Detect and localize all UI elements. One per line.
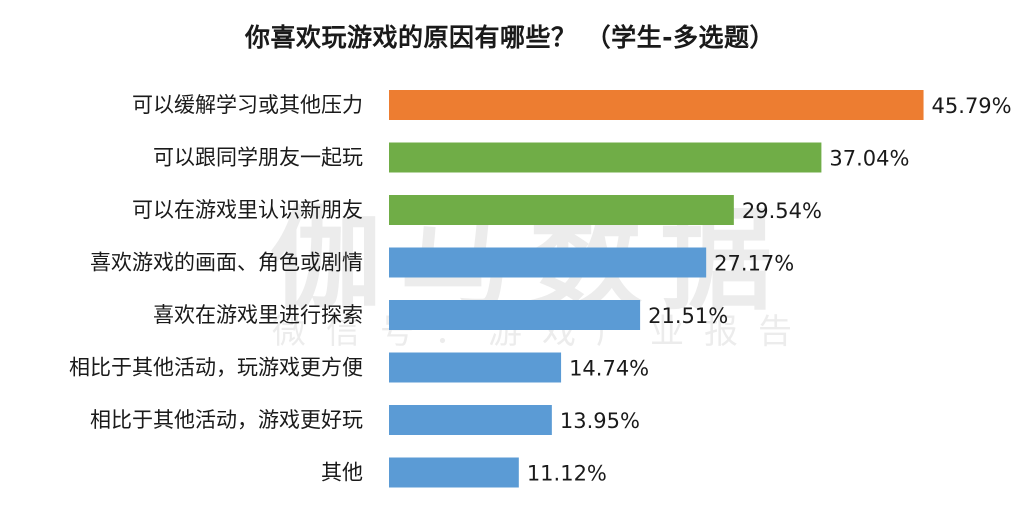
bar xyxy=(389,457,519,488)
category-label: 其他 xyxy=(321,461,363,485)
category-label: 可以跟同学朋友一起玩 xyxy=(153,146,363,170)
bar xyxy=(389,195,734,225)
bar xyxy=(389,352,562,383)
category-label: 喜欢在游戏里进行探索 xyxy=(153,303,363,327)
category-label: 可以缓解学习或其他压力 xyxy=(132,93,363,117)
value-label: 21.51% xyxy=(648,304,728,328)
value-label: 11.12% xyxy=(527,462,607,486)
category-label: 相比于其他活动，游戏更好玩 xyxy=(90,408,363,432)
bar xyxy=(389,247,707,278)
category-label: 喜欢游戏的画面、角色或剧情 xyxy=(90,251,363,275)
bar xyxy=(389,90,924,120)
value-label: 13.95% xyxy=(560,409,640,433)
value-label: 29.54% xyxy=(742,199,822,223)
bar xyxy=(389,300,641,330)
value-label: 37.04% xyxy=(829,147,909,171)
value-label: 27.17% xyxy=(714,252,794,276)
category-label: 相比于其他活动，玩游戏更方便 xyxy=(69,356,363,380)
category-label: 可以在游戏里认识新朋友 xyxy=(132,198,363,222)
chart-title: 你喜欢玩游戏的原因有哪些？ （学生-多选题） xyxy=(244,23,776,52)
bar xyxy=(389,142,822,173)
value-label: 14.74% xyxy=(569,357,649,381)
bar xyxy=(389,405,552,435)
value-label: 45.79% xyxy=(932,94,1012,118)
plot-area: 可以缓解学习或其他压力 45.79% 可以跟同学朋友一起玩 37.04% 可以在游戏里认… xyxy=(69,90,1012,488)
